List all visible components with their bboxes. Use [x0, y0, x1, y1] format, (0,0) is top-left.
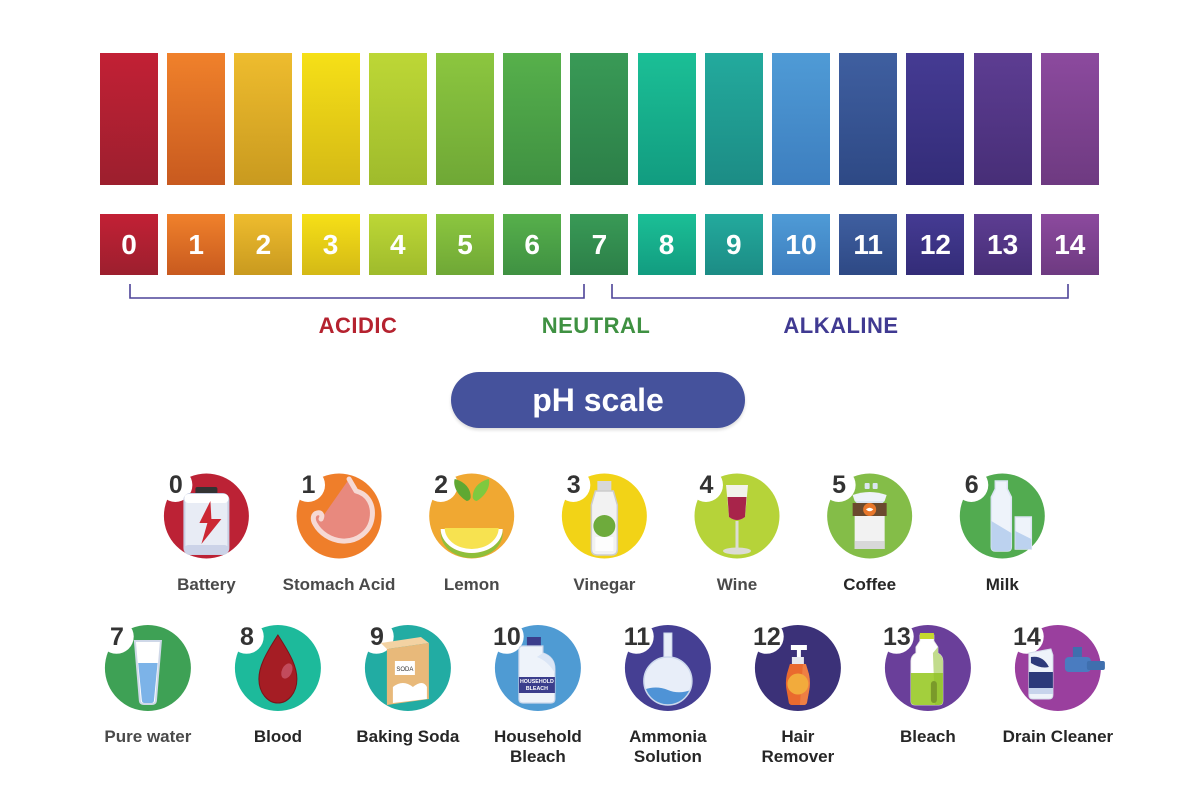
svg-text:BLEACH: BLEACH	[526, 686, 548, 692]
svg-text:SODA: SODA	[396, 667, 413, 673]
svg-text:HOUSEHOLD: HOUSEHOLD	[520, 679, 554, 685]
